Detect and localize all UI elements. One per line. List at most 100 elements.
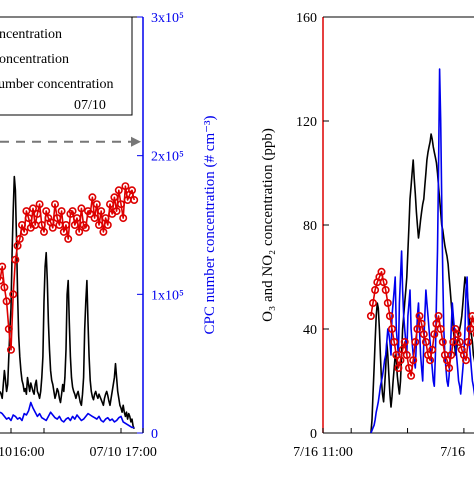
red-series-marker xyxy=(470,319,474,328)
y-tick-label: 120 xyxy=(296,115,317,130)
legend-date-text: 07/10 xyxy=(74,98,106,113)
reference-arrow-head xyxy=(131,136,141,147)
red-series-marker xyxy=(101,214,110,223)
y-tick-label: 40 xyxy=(303,323,317,338)
red-series-marker xyxy=(464,337,473,346)
red-series-marker xyxy=(411,337,420,346)
right-y-tick-label: 0 xyxy=(151,427,158,442)
red-series-marker xyxy=(385,311,394,320)
red-series-marker xyxy=(430,330,439,339)
x-tick-label: 7/16 xyxy=(440,445,465,460)
red-series-marker xyxy=(434,311,443,320)
red-series-marker xyxy=(95,221,104,230)
red-series-marker xyxy=(50,200,59,209)
red-series-marker xyxy=(22,207,31,216)
red-series-marker xyxy=(4,324,13,333)
red-series-marker xyxy=(445,363,454,372)
red-series-marker xyxy=(117,200,126,209)
black-series-line xyxy=(370,133,474,434)
red-series-marker xyxy=(455,337,464,346)
red-series-marker xyxy=(392,350,401,359)
red-series-marker xyxy=(88,193,97,202)
red-series-marker xyxy=(48,223,57,232)
red-series-marker xyxy=(472,331,474,338)
red-series-marker xyxy=(387,324,396,333)
legend-entry-label: oncentration xyxy=(0,52,69,67)
red-series-marker xyxy=(103,221,112,230)
red-series-marker xyxy=(383,298,392,307)
red-series-marker xyxy=(390,337,399,346)
red-series-marker xyxy=(77,204,86,213)
red-series-marker xyxy=(35,200,44,209)
red-series-marker xyxy=(415,311,424,320)
red-series-marker xyxy=(28,204,37,213)
red-series-marker xyxy=(61,221,70,230)
red-series-marker xyxy=(398,345,407,354)
red-series-marker xyxy=(110,193,119,202)
red-series-marker xyxy=(366,311,375,320)
red-series-marker xyxy=(24,214,33,223)
red-series-marker xyxy=(400,337,409,346)
red-series-marker xyxy=(0,262,7,271)
red-series-marker xyxy=(438,337,447,346)
red-series-marker xyxy=(42,207,51,216)
y-tick-label: 0 xyxy=(310,427,317,442)
red-series-marker xyxy=(119,214,128,223)
red-series-marker xyxy=(68,207,77,216)
right-y-axis-title: CPC number concentration (# cm⁻³) xyxy=(202,115,218,334)
red-series-marker xyxy=(432,319,441,328)
red-series-marker xyxy=(419,330,428,339)
y-tick-label: 160 xyxy=(296,11,317,26)
red-series-marker xyxy=(59,227,68,236)
red-series-marker xyxy=(64,234,73,243)
right-panel: 0 40 80 120 160 O₃ and NO₂ concentration (ppb… xyxy=(260,11,474,460)
red-series-marker xyxy=(2,297,11,306)
y-tick-label: 80 xyxy=(303,219,317,234)
blue-series-line xyxy=(370,68,474,434)
red-series-marker xyxy=(112,207,121,216)
left-panel: 0 1x10⁵ 2x10⁵ 3x10⁵ CPC number concentration… xyxy=(0,11,218,460)
red-series-marker xyxy=(396,356,405,365)
red-series-marker xyxy=(81,223,90,232)
red-series-marker xyxy=(407,371,416,380)
legend-entry-label: ncentration xyxy=(0,27,62,42)
red-series-marker xyxy=(442,356,451,365)
red-series-marker xyxy=(371,285,380,294)
red-series-marker xyxy=(426,356,435,365)
red-series-marker xyxy=(121,182,130,191)
x-tick-label: 7/16 11:00 xyxy=(293,445,353,460)
red-series-marker xyxy=(402,350,411,359)
red-series-marker xyxy=(125,190,134,199)
red-series-marker xyxy=(86,209,95,218)
red-series-marker xyxy=(17,221,26,230)
red-series-marker xyxy=(0,283,9,292)
red-series-marker xyxy=(394,363,403,372)
red-series-marker xyxy=(33,209,42,218)
red-series-marker xyxy=(417,319,426,328)
red-series-marker xyxy=(379,278,388,287)
right-y-tick-label: 3x10⁵ xyxy=(151,11,184,26)
red-series-marker xyxy=(15,234,24,243)
red-series-marker xyxy=(99,227,108,236)
red-series-marker xyxy=(7,345,16,354)
red-series-marker xyxy=(453,330,462,339)
red-series-marker xyxy=(44,214,53,223)
red-series-marker xyxy=(114,186,123,195)
red-series-marker xyxy=(11,255,20,264)
red-series-marker xyxy=(466,325,474,333)
red-series-marker xyxy=(13,241,22,250)
blue-series-line xyxy=(0,401,135,429)
red-series-marker xyxy=(97,207,106,216)
right-y-tick-label: 1x10⁵ xyxy=(151,288,184,303)
legend: ncentration oncentration umber concentrati… xyxy=(0,16,133,116)
red-series-marker xyxy=(436,324,445,333)
red-series-marker xyxy=(57,207,66,216)
red-series-marker xyxy=(92,200,101,209)
red-series-marker xyxy=(468,312,474,320)
red-series-marker xyxy=(381,285,390,294)
legend-box xyxy=(0,16,133,116)
red-series-marker xyxy=(377,267,386,276)
red-series-marker xyxy=(368,298,377,307)
red-series-marker xyxy=(70,221,79,230)
